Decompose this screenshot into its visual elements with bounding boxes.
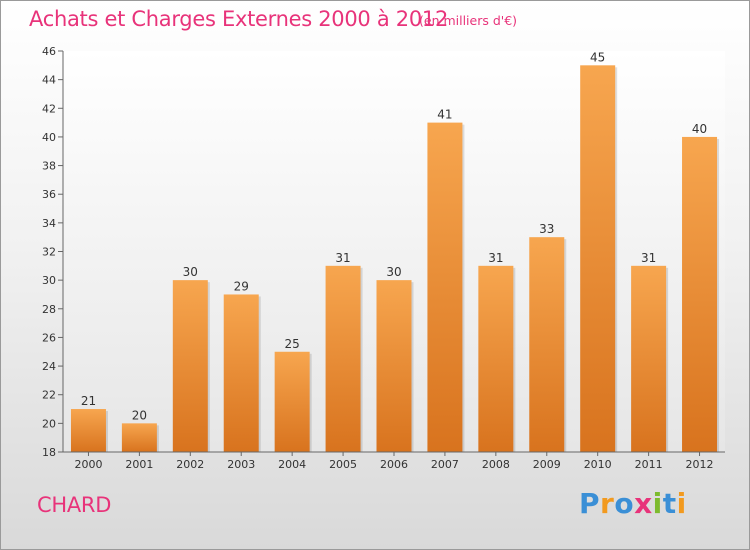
bar-value-label: 33: [539, 222, 554, 236]
x-tick-label: 2009: [533, 458, 561, 471]
y-tick-label: 20: [42, 417, 56, 430]
bar-value-label: 30: [386, 265, 401, 279]
y-tick-label: 18: [42, 446, 56, 459]
y-tick-label: 24: [42, 360, 56, 373]
y-tick-label: 26: [42, 331, 56, 344]
bar-value-label: 31: [335, 251, 350, 265]
logo-letter: P: [579, 487, 601, 520]
y-tick-label: 22: [42, 389, 56, 402]
bars-group: 21 20 30 29 25 31 30 41 31 33 45 31 40: [70, 50, 720, 453]
bar: [172, 280, 208, 452]
y-tick-label: 46: [42, 45, 56, 58]
x-tick-label: 2010: [584, 458, 612, 471]
y-tick-label: 38: [42, 160, 56, 173]
y-tick-label: 28: [42, 303, 56, 316]
x-tick-label: 2004: [278, 458, 306, 471]
chart-title: Achats et Charges Externes 2000 à 2012: [29, 7, 449, 31]
bar: [427, 122, 463, 452]
y-tick-label: 36: [42, 188, 56, 201]
y-tick-label: 32: [42, 246, 56, 259]
chart-unit: (en milliers d'€): [419, 13, 518, 28]
y-tick-label: 44: [42, 74, 56, 87]
bar-value-label: 20: [132, 408, 147, 422]
logo-letter: i: [676, 487, 687, 520]
bar-value-label: 31: [488, 251, 503, 265]
x-tick-label: 2007: [431, 458, 459, 471]
x-tick-label: 2002: [176, 458, 204, 471]
x-tick-label: 2000: [74, 458, 102, 471]
bar-value-label: 25: [285, 337, 300, 351]
bar-value-label: 29: [234, 279, 249, 293]
bar: [121, 423, 157, 452]
bar: [682, 136, 718, 452]
bar-value-label: 21: [81, 394, 96, 408]
x-tick-label: 2006: [380, 458, 408, 471]
x-axis: 2000 2001 2002 2003 2004 2005 2006 2007 2008 2009…: [63, 451, 725, 471]
bar-value-label: 41: [437, 108, 452, 122]
x-tick-label: 2008: [482, 458, 510, 471]
commune-name: CHARD: [37, 493, 112, 517]
bar: [223, 294, 259, 452]
y-tick-label: 30: [42, 274, 56, 287]
bar-value-label: 40: [692, 122, 707, 136]
proxiti-logo[interactable]: Proxiti: [579, 487, 687, 520]
bar: [580, 65, 616, 453]
x-tick-label: 2011: [635, 458, 663, 471]
logo-letter: i: [652, 487, 663, 520]
bar: [325, 265, 361, 452]
logo-letter: x: [634, 487, 653, 520]
x-tick-label: 2003: [227, 458, 255, 471]
y-tick-label: 40: [42, 131, 56, 144]
x-tick-label: 2001: [125, 458, 153, 471]
x-tick-label: 2005: [329, 458, 357, 471]
bar-value-label: 31: [641, 251, 656, 265]
bar-value-label: 30: [183, 265, 198, 279]
bar: [376, 280, 412, 452]
y-tick-label: 42: [42, 102, 56, 115]
bar: [631, 265, 667, 452]
logo-letter: r: [600, 487, 615, 520]
logo-letter: t: [662, 487, 677, 520]
bar: [529, 237, 565, 452]
bar: [70, 409, 106, 452]
bar: [478, 265, 514, 452]
bar: [274, 351, 310, 452]
logo-letter: o: [614, 487, 635, 520]
bar-value-label: 45: [590, 50, 605, 64]
y-tick-label: 34: [42, 217, 56, 230]
y-axis: 18 20 22 24 26 28 30 32 34 36 38 40 42 44 46: [42, 45, 64, 459]
x-tick-label: 2012: [686, 458, 714, 471]
